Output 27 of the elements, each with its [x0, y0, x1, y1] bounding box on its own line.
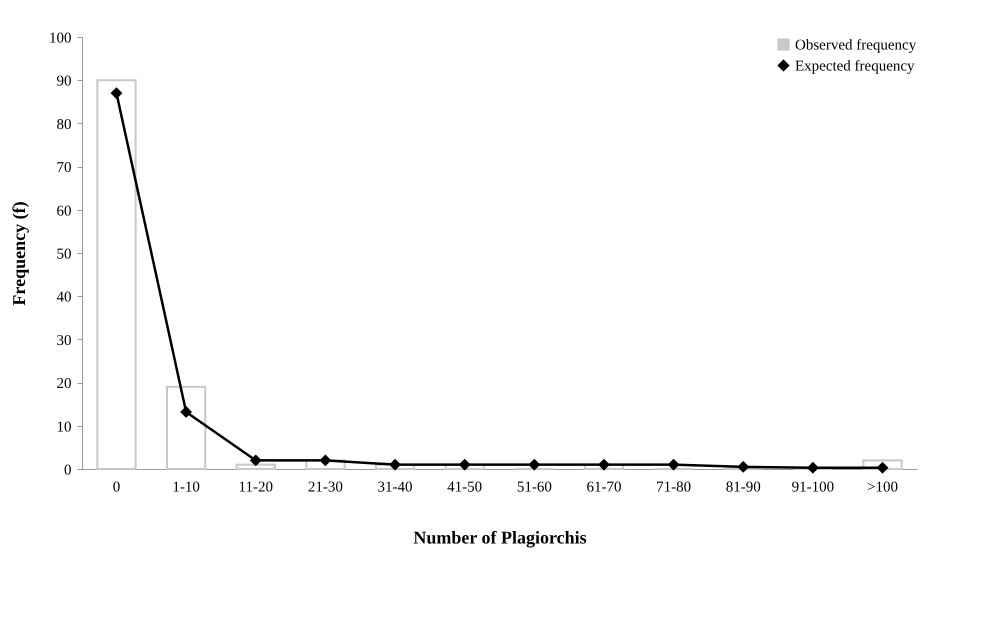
- x-tick-label: 41-50: [447, 480, 482, 496]
- y-tick-label: 60: [56, 203, 72, 220]
- x-axis-title: Number of Plagiorchis: [413, 528, 587, 548]
- x-tick-label: 81-90: [726, 480, 761, 496]
- y-tick-label: 70: [56, 160, 72, 176]
- y-tick-label: 50: [56, 246, 72, 262]
- y-tick-label: 20: [56, 376, 72, 392]
- x-tick-label: >100: [867, 480, 898, 496]
- y-tick-label: 80: [56, 116, 72, 133]
- x-tick-label: 91-100: [792, 480, 834, 496]
- x-tick-label: 0: [112, 480, 120, 496]
- y-tick-label: 100: [49, 30, 72, 46]
- y-tick-label: 90: [56, 74, 72, 90]
- x-tick-label: 11-20: [238, 480, 273, 496]
- x-tick-label: 21-30: [308, 480, 343, 496]
- x-tick-label: 71-80: [656, 480, 692, 496]
- x-tick-label: 61-70: [586, 480, 622, 496]
- y-axis-title: Frequency (f): [9, 201, 29, 306]
- legend-label: Expected frequency: [795, 58, 916, 74]
- y-tick-label: 30: [56, 332, 72, 349]
- x-tick-label: 51-60: [516, 480, 552, 496]
- y-tick-label: 40: [56, 290, 72, 306]
- x-tick-label: 31-40: [378, 480, 413, 496]
- y-tick-label: 10: [56, 419, 72, 436]
- y-tick-label: 0: [64, 462, 72, 478]
- legend-label: Observed frequency: [795, 38, 917, 54]
- x-tick-label: 1-10: [172, 480, 200, 496]
